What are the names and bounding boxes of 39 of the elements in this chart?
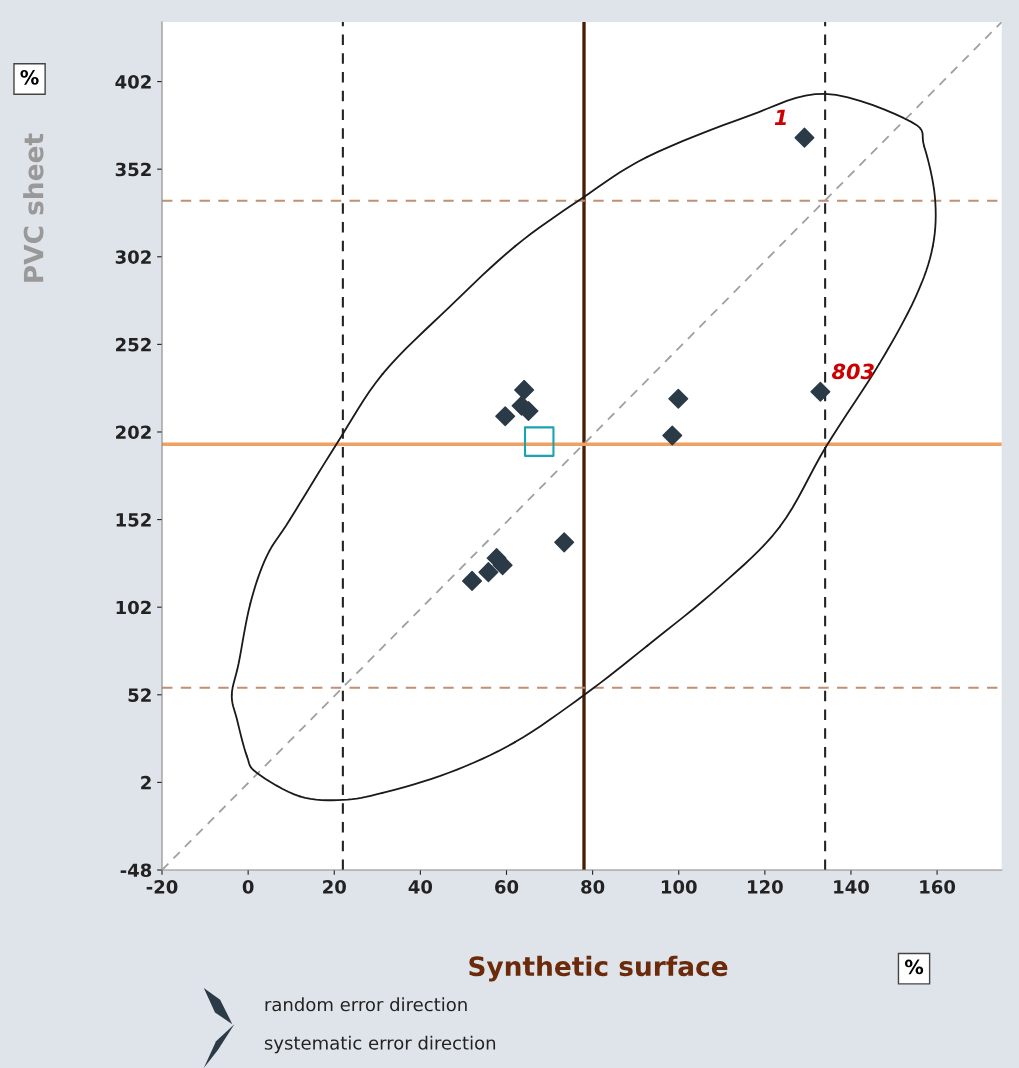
point [478, 562, 499, 583]
point [492, 555, 513, 576]
point [810, 381, 831, 402]
x-tick-label: 60 [495, 880, 519, 894]
x-tick-label: 120 [748, 880, 783, 894]
y-tick-label: 152 [116, 513, 151, 527]
text: systematic error direction [264, 1035, 496, 1054]
y-tick-label: 252 [116, 337, 151, 352]
point [495, 406, 516, 427]
x-tick-label: 0 [242, 880, 254, 894]
x-tick-label: 140 [834, 880, 869, 894]
point [668, 388, 689, 409]
x-tick-label: 100 [661, 880, 697, 894]
annotation: 803 [831, 363, 874, 380]
y-tick-label: 202 [116, 425, 151, 440]
point [554, 532, 575, 553]
x-axis-title: Synthetic surface [469, 955, 728, 982]
x-tick-label: -20 [146, 880, 178, 894]
y-tick-label: 102 [116, 600, 151, 615]
x-tick-label: 80 [581, 880, 605, 894]
text: % [904, 959, 924, 975]
y-tick-label: 52 [128, 688, 151, 702]
text: random error direction [265, 997, 467, 1012]
annotation: 1 [774, 109, 786, 125]
x-tick-label: 20 [323, 880, 346, 894]
y-tick-label: 302 [115, 250, 151, 264]
point [514, 379, 535, 400]
x-tick-label: 160 [920, 880, 956, 894]
y-axis-title: PVC sheet [23, 133, 44, 282]
y-tick-label: 2 [141, 775, 151, 790]
point [794, 127, 815, 148]
point [523, 426, 555, 457]
point [462, 570, 483, 591]
x-tick-label: 40 [408, 880, 433, 894]
y-tick-label: 352 [115, 162, 151, 177]
y-tick-label: -48 [120, 863, 152, 878]
point [662, 425, 683, 446]
text: % [20, 69, 39, 85]
y-tick-label: 402 [115, 75, 151, 89]
